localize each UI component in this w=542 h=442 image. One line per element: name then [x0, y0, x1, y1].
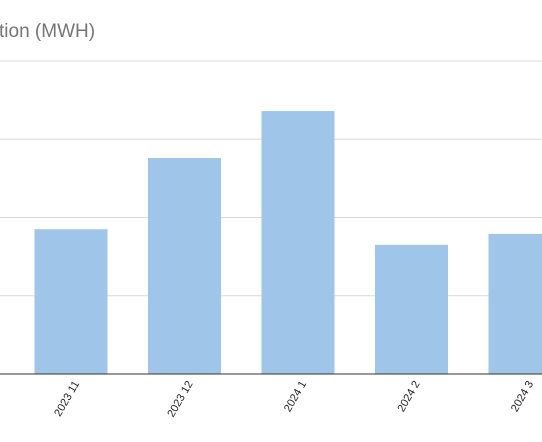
x-tick-label: 2024 3 — [509, 379, 536, 414]
bar — [148, 158, 221, 374]
x-tick-label: 2023 12 — [165, 379, 195, 419]
x-tick-label: 2024 2 — [395, 379, 422, 414]
bar — [488, 233, 542, 374]
x-tick-label: 2023 11 — [52, 379, 82, 419]
x-tick-label: 2024 1 — [282, 379, 309, 414]
bar — [34, 229, 108, 374]
bar — [261, 111, 335, 374]
bar — [375, 244, 448, 374]
chart-title: tion (MWH) — [0, 21, 95, 42]
